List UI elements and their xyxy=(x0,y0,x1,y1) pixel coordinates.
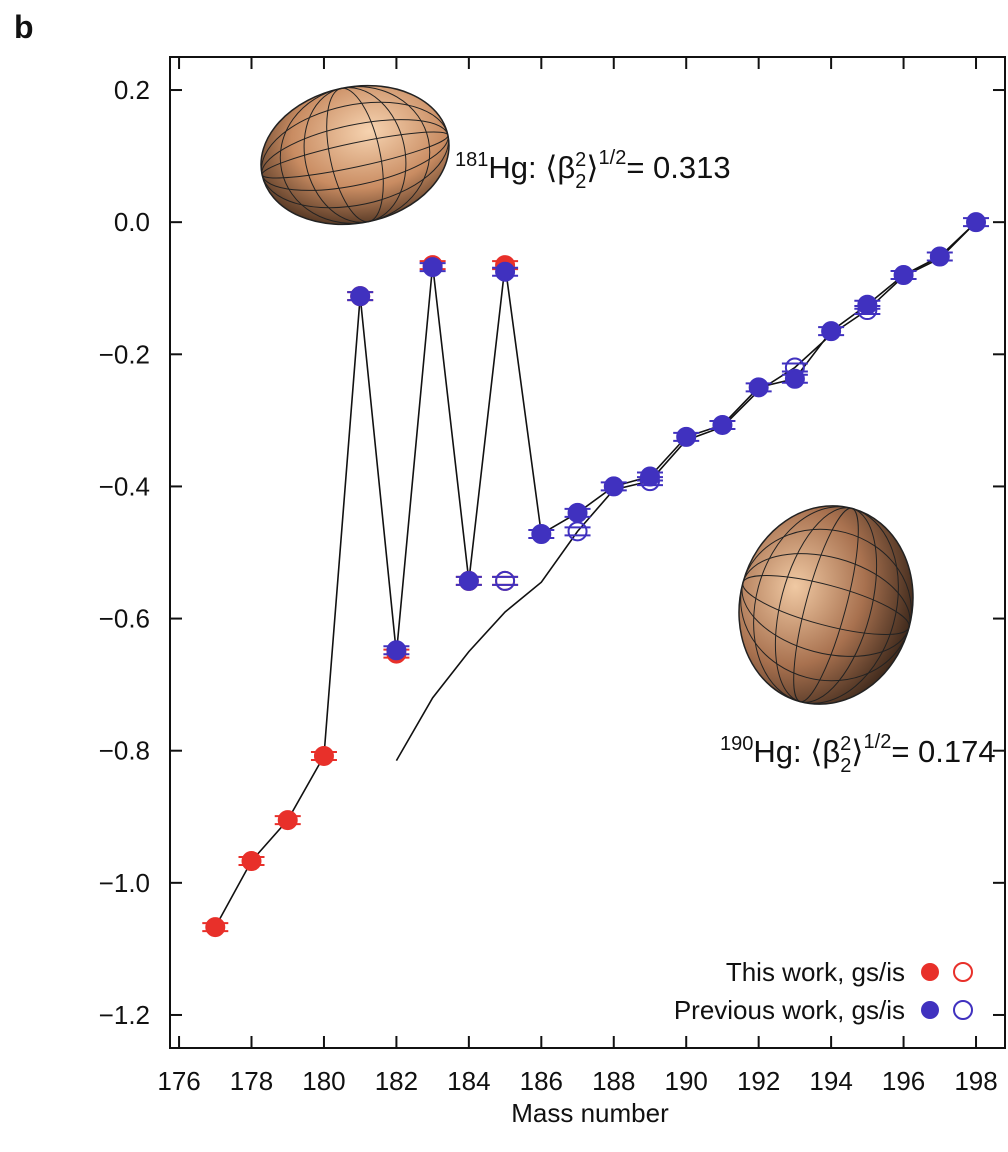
x-tick-label: 198 xyxy=(954,1066,997,1096)
annotation-exp: 1/2 xyxy=(864,731,892,753)
ground-state-point xyxy=(206,918,224,936)
ground-state-point xyxy=(605,477,623,495)
y-tick-label: −0.6 xyxy=(99,604,150,634)
x-tick-label: 180 xyxy=(302,1066,345,1096)
ground-state-point xyxy=(496,263,514,281)
ground-state-point xyxy=(315,747,333,765)
x-tick-label: 182 xyxy=(375,1066,418,1096)
ground-state-point xyxy=(351,287,369,305)
chart: b Mass number 0.2 0.0 −0.2 −0.4 −0.6 −0.8 −1.0… xyxy=(0,0,1008,1152)
x-tick-label: 194 xyxy=(809,1066,852,1096)
legend-marker xyxy=(921,1001,939,1019)
ground-state-point xyxy=(569,504,587,522)
annotation-sub: 2 xyxy=(840,755,851,777)
annotation-sup: 2 xyxy=(575,149,586,171)
x-tick-label: 190 xyxy=(665,1066,708,1096)
y-tick-label: 0.0 xyxy=(114,207,150,237)
ground-state-point xyxy=(424,258,442,276)
annotation-bracket: ⟩ xyxy=(851,734,863,769)
deformed-nucleus-shape xyxy=(248,69,462,242)
y-tick-label: −0.8 xyxy=(99,736,150,766)
connecting-line xyxy=(396,222,976,760)
x-tick-label: 196 xyxy=(882,1066,925,1096)
ground-state-point xyxy=(243,852,261,870)
y-tick-label: −0.2 xyxy=(99,339,150,369)
legend-marker xyxy=(921,963,939,981)
annotation-sub: 2 xyxy=(575,171,586,193)
ground-state-point xyxy=(677,428,695,446)
annotation-bracket: ⟩ xyxy=(586,150,598,185)
legend-label: Previous work, gs/is xyxy=(674,995,905,1025)
ground-state-point xyxy=(786,370,804,388)
ground-state-point xyxy=(931,248,949,266)
annotation-sup: 2 xyxy=(840,733,851,755)
y-tick-label: 0.2 xyxy=(114,75,150,105)
isomer-point xyxy=(496,572,514,590)
annotation-text: Hg: ⟨β xyxy=(753,734,840,769)
panel-label: b xyxy=(14,9,34,45)
y-tick-label: −0.4 xyxy=(99,471,150,501)
legend-label: This work, gs/is xyxy=(726,957,905,987)
spherical-nucleus-shape xyxy=(717,486,935,724)
annotation-value: = 0.174 xyxy=(891,734,995,769)
legend-marker xyxy=(954,1001,972,1019)
ground-state-point xyxy=(532,525,550,543)
ground-state-point xyxy=(279,811,297,829)
ground-state-point xyxy=(858,296,876,314)
annotation-value: = 0.313 xyxy=(626,150,730,185)
ground-state-point xyxy=(967,213,985,231)
x-tick-label: 178 xyxy=(230,1066,273,1096)
annotation-mass: 190 xyxy=(720,733,753,755)
ground-state-point xyxy=(750,378,768,396)
ground-state-point xyxy=(895,266,913,284)
y-tick-label: −1.2 xyxy=(99,1000,150,1030)
x-tick-label: 186 xyxy=(520,1066,563,1096)
annotation-mass: 181 xyxy=(455,149,488,171)
x-tick-label: 184 xyxy=(447,1066,490,1096)
ground-state-point xyxy=(641,468,659,486)
legend-marker xyxy=(954,963,972,981)
x-tick-label: 192 xyxy=(737,1066,780,1096)
ground-state-point xyxy=(822,322,840,340)
x-tick-label: 188 xyxy=(592,1066,635,1096)
y-tick-label: −1.0 xyxy=(99,868,150,898)
x-axis-label: Mass number xyxy=(511,1098,669,1128)
annotation-exp: 1/2 xyxy=(599,147,627,169)
ground-state-point xyxy=(387,641,405,659)
x-tick-label: 176 xyxy=(157,1066,200,1096)
annotation-text: Hg: ⟨β xyxy=(488,150,575,185)
ground-state-point xyxy=(460,572,478,590)
ground-state-point xyxy=(713,416,731,434)
